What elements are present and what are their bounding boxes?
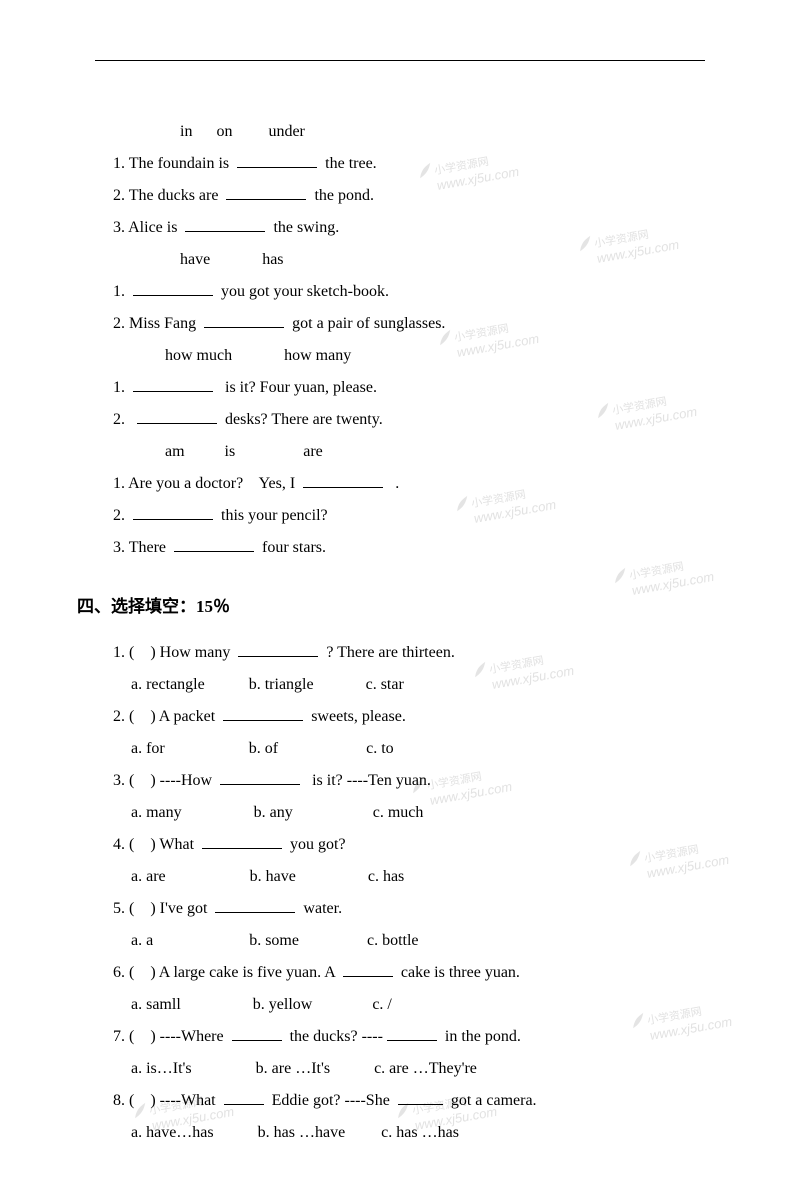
s3-g4-q1: 1. Are you a doctor? Yes, I .: [95, 468, 705, 500]
text: 2.: [113, 411, 133, 428]
text: got a camera.: [447, 1092, 537, 1109]
text: 1. The foundain is: [113, 155, 233, 172]
blank[interactable]: [137, 410, 217, 424]
text: .: [387, 475, 399, 492]
s4-q2: 2. ( ) A packet sweets, please.: [95, 701, 705, 733]
text: 2.: [113, 507, 129, 524]
text: 2. ( ) A packet: [113, 708, 219, 725]
text: 2. Miss Fang: [113, 315, 200, 332]
s4-q6: 6. ( ) A large cake is five yuan. A cake…: [95, 957, 705, 989]
s3-g2-q2: 2. Miss Fang got a pair of sunglasses.: [95, 308, 705, 340]
s4-q8: 8. ( ) ----What Eddie got? ----She got a…: [95, 1085, 705, 1117]
s3-g1-q3: 3. Alice is the swing.: [95, 212, 705, 244]
s4-q6-opts: a. samll b. yellow c. /: [95, 989, 705, 1021]
text: you got your sketch-book.: [217, 283, 389, 300]
blank[interactable]: [226, 186, 306, 200]
text: 3. Alice is: [113, 219, 181, 236]
blank[interactable]: [303, 474, 383, 488]
blank[interactable]: [398, 1091, 443, 1105]
text: the tree.: [321, 155, 377, 172]
blank[interactable]: [133, 506, 213, 520]
text: 1. Are you a doctor? Yes, I: [113, 475, 299, 492]
s4-q1: 1. ( ) How many ? There are thirteen.: [95, 637, 705, 669]
choices-g4: am is are: [95, 436, 705, 468]
choices-g1: in on under: [95, 116, 705, 148]
section4-title: 四、选择填空：15％: [77, 592, 705, 617]
s3-g4-q2: 2. this your pencil?: [95, 500, 705, 532]
text: 1. ( ) How many: [113, 644, 234, 661]
s4-q2-opts: a. for b. of c. to: [95, 733, 705, 765]
s3-g2-q1: 1. you got your sketch-book.: [95, 276, 705, 308]
blank[interactable]: [185, 218, 265, 232]
text: cake is three yuan.: [397, 964, 520, 981]
text: the pond.: [310, 187, 374, 204]
text: 7. ( ) ----Where: [113, 1028, 228, 1045]
blank[interactable]: [174, 538, 254, 552]
text: got a pair of sunglasses.: [288, 315, 445, 332]
s4-q4-opts: a. are b. have c. has: [95, 861, 705, 893]
blank[interactable]: [343, 963, 393, 977]
blank[interactable]: [238, 643, 318, 657]
text: water.: [299, 900, 342, 917]
s4-q3: 3. ( ) ----How is it? ----Ten yuan.: [95, 765, 705, 797]
text: you got?: [286, 836, 346, 853]
s4-q7-opts: a. is…It's b. are …It's c. are …They're: [95, 1053, 705, 1085]
text: 4. ( ) What: [113, 836, 198, 853]
text: 5. ( ) I've got: [113, 900, 211, 917]
text: 3. ( ) ----How: [113, 772, 216, 789]
s3-g1-q1: 1. The foundain is the tree.: [95, 148, 705, 180]
s3-g4-q3: 3. There four stars.: [95, 532, 705, 564]
text: 1.: [113, 283, 129, 300]
s4-q5: 5. ( ) I've got water.: [95, 893, 705, 925]
s3-g3-q1: 1. is it? Four yuan, please.: [95, 372, 705, 404]
text: sweets, please.: [307, 708, 406, 725]
choices-g3: how much how many: [95, 340, 705, 372]
text: 6. ( ) A large cake is five yuan. A: [113, 964, 339, 981]
blank[interactable]: [202, 835, 282, 849]
s4-q4: 4. ( ) What you got?: [95, 829, 705, 861]
s3-g1-q2: 2. The ducks are the pond.: [95, 180, 705, 212]
text: in the pond.: [441, 1028, 521, 1045]
text: 2. The ducks are: [113, 187, 222, 204]
text: the swing.: [269, 219, 339, 236]
s4-q3-opts: a. many b. any c. much: [95, 797, 705, 829]
text: 8. ( ) ----What: [113, 1092, 220, 1109]
text: desks? There are twenty.: [221, 411, 383, 428]
blank[interactable]: [204, 314, 284, 328]
blank[interactable]: [133, 378, 213, 392]
s4-q8-opts: a. have…has b. has …have c. has …has: [95, 1117, 705, 1149]
s4-q5-opts: a. a b. some c. bottle: [95, 925, 705, 957]
blank[interactable]: [220, 771, 300, 785]
s3-g3-q2: 2. desks? There are twenty.: [95, 404, 705, 436]
text: this your pencil?: [217, 507, 328, 524]
text: ? There are thirteen.: [322, 644, 455, 661]
blank[interactable]: [133, 282, 213, 296]
blank[interactable]: [387, 1027, 437, 1041]
s4-q7: 7. ( ) ----Where the ducks? ---- in the …: [95, 1021, 705, 1053]
choices-g2: have has: [95, 244, 705, 276]
blank[interactable]: [223, 707, 303, 721]
text: four stars.: [258, 539, 326, 556]
text: the ducks? ----: [286, 1028, 383, 1045]
text: Eddie got? ----She: [268, 1092, 394, 1109]
text: is it? Four yuan, please.: [217, 379, 377, 396]
blank[interactable]: [224, 1091, 264, 1105]
blank[interactable]: [215, 899, 295, 913]
text: 3. There: [113, 539, 170, 556]
worksheet-page: in on under 1. The foundain is the tree.…: [0, 0, 800, 1189]
blank[interactable]: [237, 154, 317, 168]
s4-q1-opts: a. rectangle b. triangle c. star: [95, 669, 705, 701]
blank[interactable]: [232, 1027, 282, 1041]
text: 1.: [113, 379, 129, 396]
top-rule: [95, 60, 705, 61]
text: is it? ----Ten yuan.: [304, 772, 431, 789]
